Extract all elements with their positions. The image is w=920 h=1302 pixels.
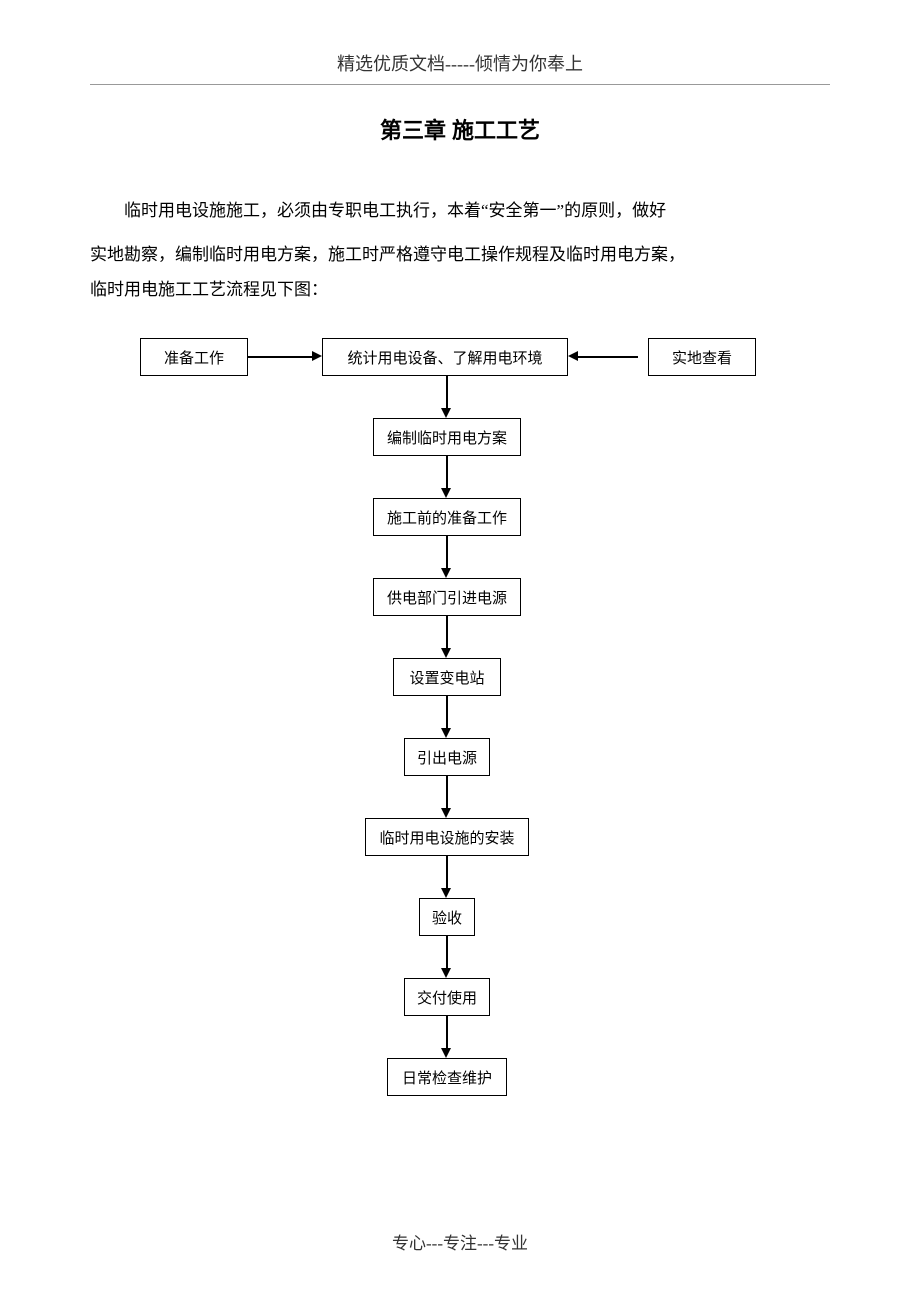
flow-node-power_out: 引出电源 [404,738,490,776]
flow-edge-arrow-accept-deliver [441,968,451,978]
flow-edge-line-deliver-maintain [446,1016,448,1048]
flow-edge-line-accept-deliver [446,936,448,968]
flow-node-power_in: 供电部门引进电源 [373,578,521,616]
body-paragraph-line-3: 临时用电施工工艺流程见下图： [90,272,830,308]
flow-node-plan: 编制临时用电方案 [373,418,521,456]
flow-node-maintain: 日常检查维护 [387,1058,507,1096]
flow-edge-arrow-power_out-install [441,808,451,818]
flow-edge-line-substation-power_out [446,696,448,728]
flow-edge-arrow-substation-power_out [441,728,451,738]
flow-edge-line-power_in-substation [446,616,448,648]
flow-edge-arrow-plan-preprep [441,488,451,498]
flow-edge-arrow-site-stats [568,351,578,361]
flow-edge-arrow-preprep-power_in [441,568,451,578]
flow-edge-line-prep-stats [248,356,312,358]
flow-edge-arrow-stats-plan [441,408,451,418]
flow-edge-arrow-power_in-substation [441,648,451,658]
flow-node-accept: 验收 [419,898,475,936]
flow-node-substation: 设置变电站 [393,658,501,696]
flow-node-stats: 统计用电设备、了解用电环境 [322,338,568,376]
flow-node-site: 实地查看 [648,338,756,376]
flow-node-install: 临时用电设施的安装 [365,818,529,856]
flow-edge-arrow-deliver-maintain [441,1048,451,1058]
flow-edge-line-site-stats [578,356,638,358]
flow-node-preprep: 施工前的准备工作 [373,498,521,536]
flow-edge-line-plan-preprep [446,456,448,488]
flow-edge-line-preprep-power_in [446,536,448,568]
flow-edge-line-stats-plan [446,376,448,408]
body-paragraph-line-2: 实地勘察，编制临时用电方案，施工时严格遵守电工操作规程及临时用电方案， [90,237,830,273]
page-footer: 专心---专注---专业 [0,1229,920,1254]
page-header: 精选优质文档-----倾情为你奉上 [90,50,830,85]
flow-node-deliver: 交付使用 [404,978,490,1016]
flow-edge-line-install-accept [446,856,448,888]
chapter-title: 第三章 施工工艺 [90,113,830,145]
flow-node-prep: 准备工作 [140,338,248,376]
flow-edge-arrow-prep-stats [312,351,322,361]
flow-edge-line-power_out-install [446,776,448,808]
flow-edge-arrow-install-accept [441,888,451,898]
body-paragraph-line-1: 临时用电设施施工，必须由专职电工执行，本着“安全第一”的原则，做好 [90,193,830,229]
document-page: 精选优质文档-----倾情为你奉上 第三章 施工工艺 临时用电设施施工，必须由专… [0,0,920,1098]
flowchart-container: 准备工作 统计用电设备、了解用电环境 实地查看编制临时用电方案施工前的准备工作供电部… [90,338,830,1098]
